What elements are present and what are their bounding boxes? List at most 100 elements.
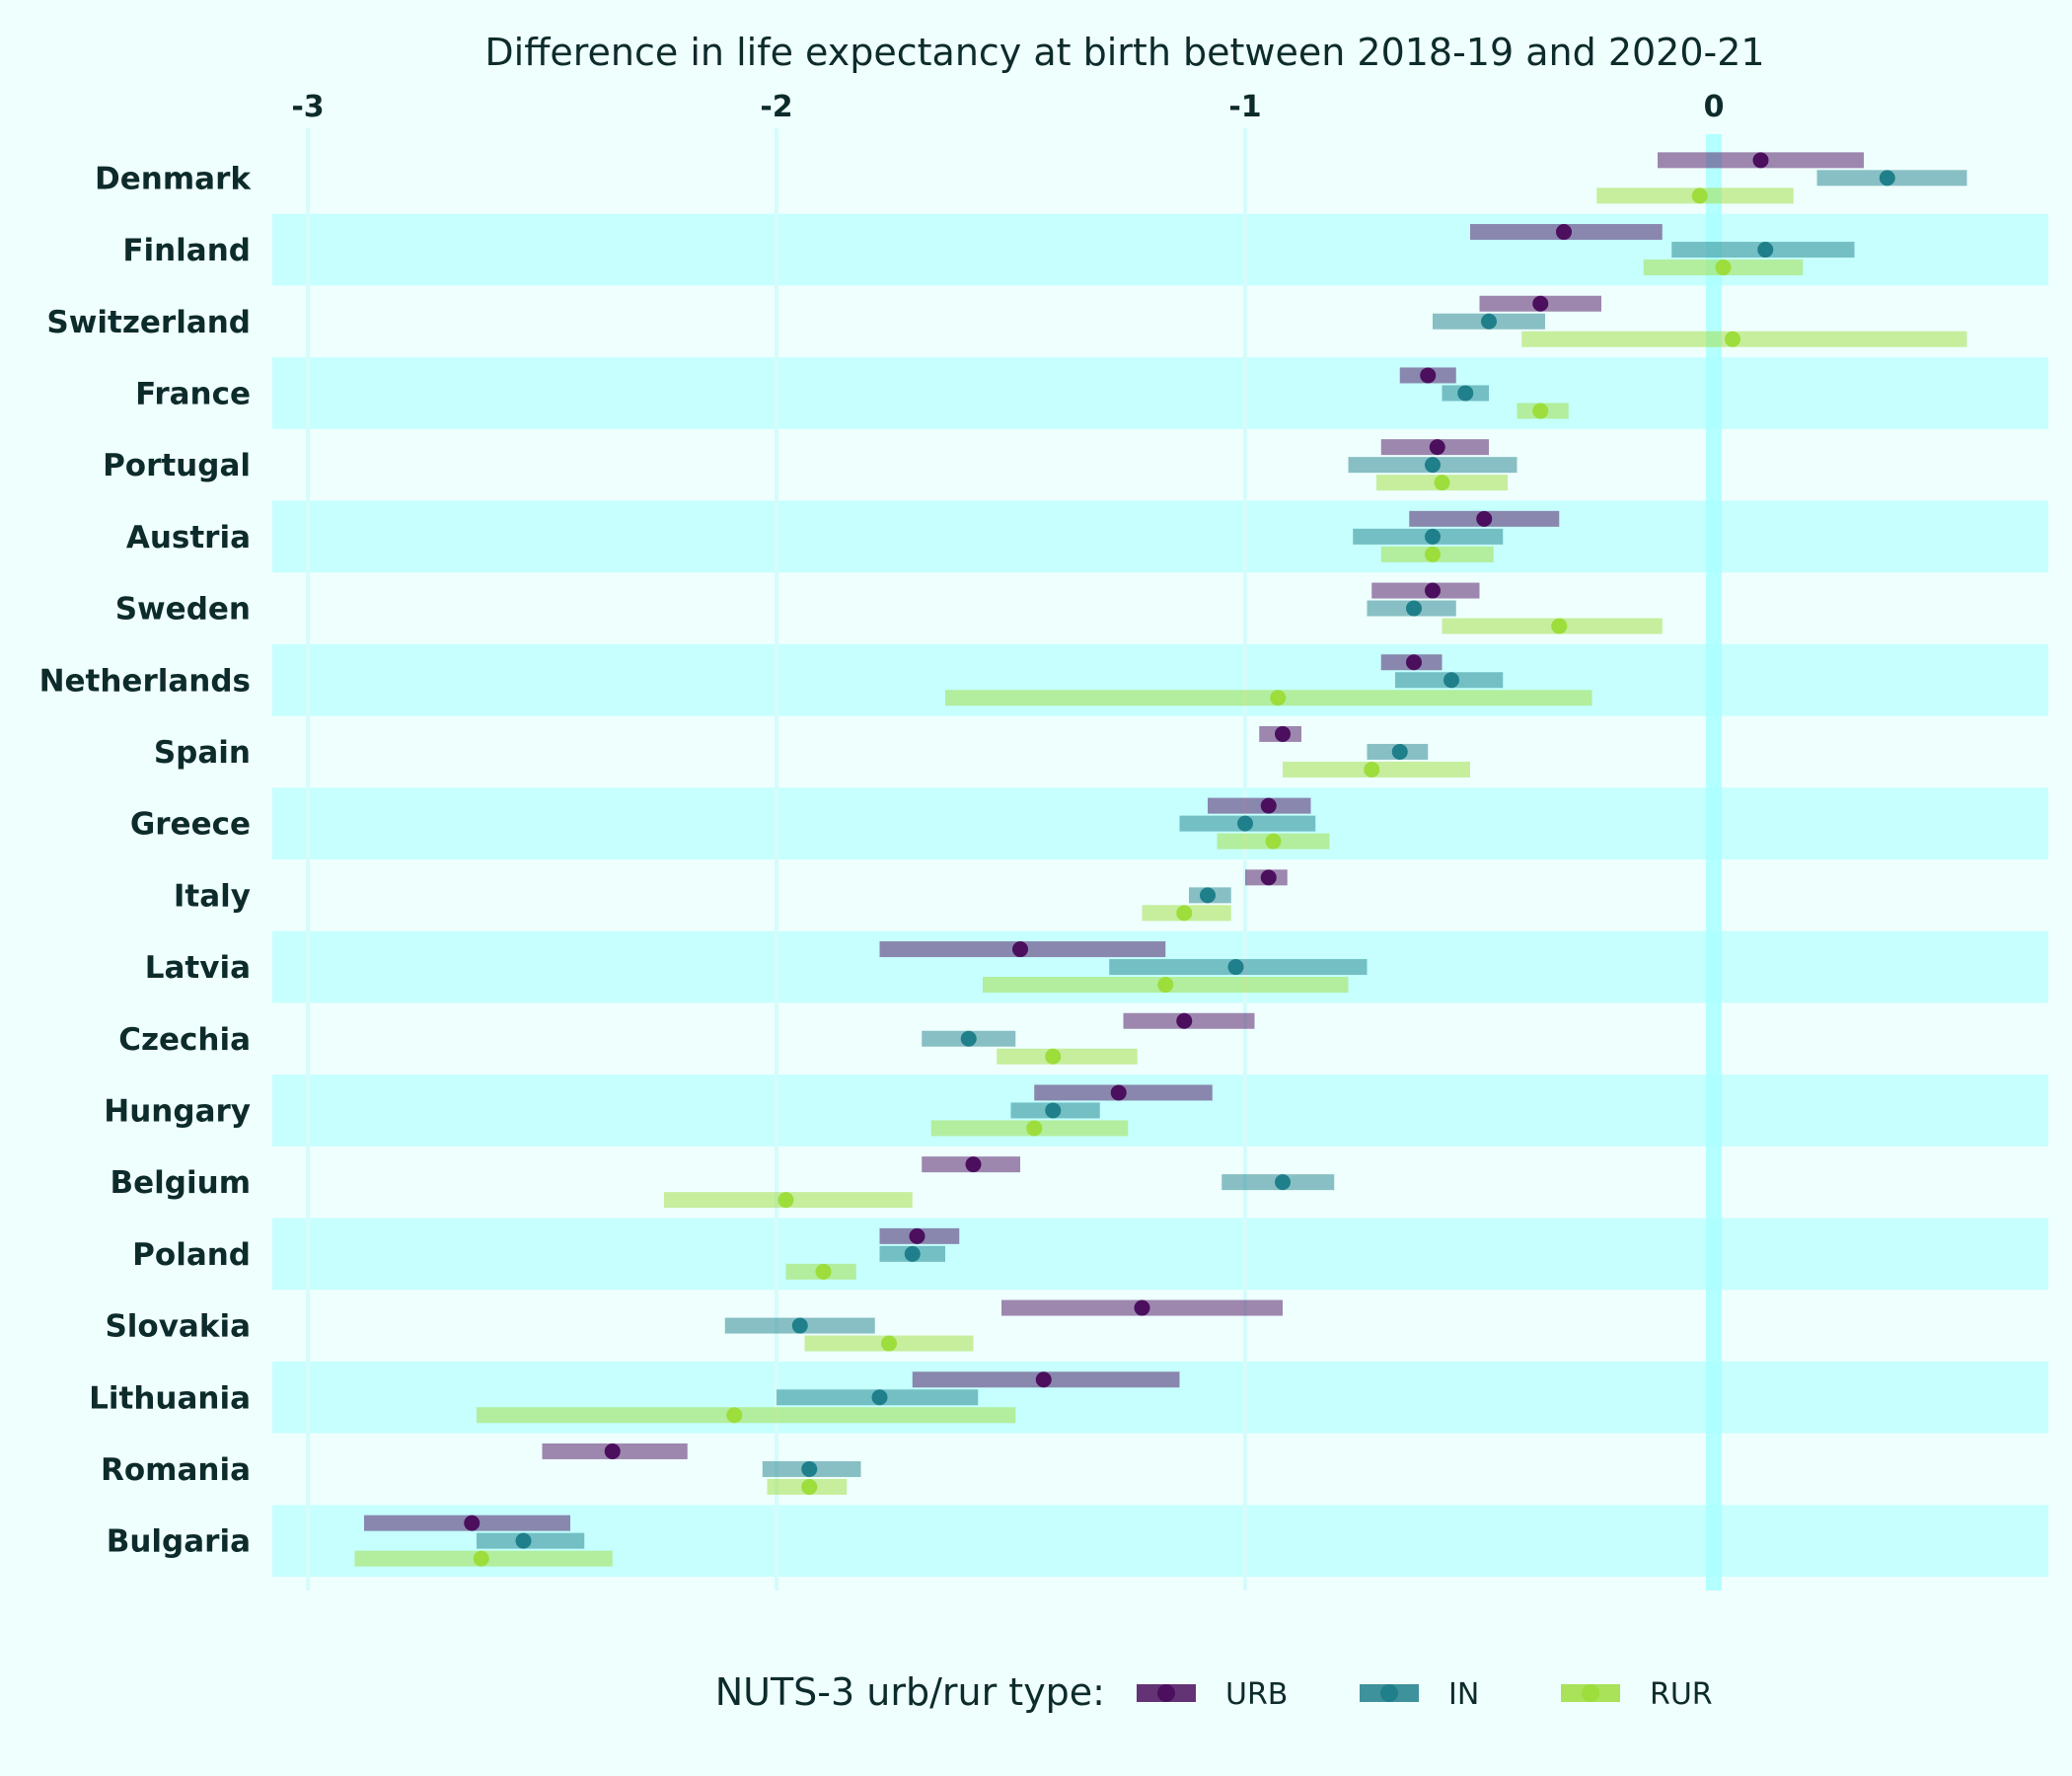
point-urb [1035,1371,1052,1388]
point-rur [1532,403,1549,419]
country-label: Poland [132,1237,251,1273]
point-in [1457,385,1474,402]
point-rur [1425,546,1441,562]
point-urb [1556,224,1572,241]
point-rur [1434,475,1450,491]
country-label: Austria [126,520,251,555]
point-urb [1420,367,1437,384]
point-in [1481,313,1497,330]
point-in [1425,457,1441,474]
point-urb [909,1227,925,1244]
country-label: Latvia [145,950,251,986]
point-rur [815,1263,832,1280]
row-band [272,500,2048,573]
point-urb [1476,510,1493,527]
point-in [960,1030,977,1047]
legend-dot [1157,1684,1175,1702]
legend-title: NUTS-3 urb/rur type: [715,1670,1105,1714]
point-rur [1045,1048,1062,1065]
point-rur [1157,977,1174,994]
legend-dot [1380,1684,1398,1702]
range-bar-rur [1521,331,1967,347]
point-in [1757,242,1774,259]
chart-title: Difference in life expectancy at birth b… [484,31,1764,74]
point-rur [473,1550,489,1567]
point-rur [1691,187,1708,204]
point-in [1045,1102,1062,1119]
country-label: Bulgaria [107,1524,251,1560]
legend-item-urb: URB [1137,1677,1288,1712]
legend-item-rur: RUR [1561,1677,1713,1712]
point-rur [1026,1120,1043,1137]
point-rur [1176,905,1193,922]
point-in [1200,887,1216,904]
point-in [904,1245,921,1262]
row-band [272,1218,2048,1291]
country-label: Slovakia [105,1309,251,1345]
row-bands [272,213,2048,1577]
row-band [272,787,2048,859]
point-urb [1752,152,1769,169]
x-tick-label: -2 [760,90,792,124]
legend-dot [1582,1684,1599,1702]
point-urb [1110,1084,1127,1101]
point-in [801,1460,818,1477]
country-label: Belgium [111,1165,251,1201]
legend: NUTS-3 urb/rur type: URB IN RUR [715,1670,1713,1714]
x-tick-label: -1 [1228,90,1261,124]
country-labels: Denmark Finland Switzerland France Portugal A… [39,161,253,1559]
country-label: Hungary [104,1093,251,1129]
point-urb [1176,1012,1193,1029]
country-label: Denmark [95,161,252,196]
point-in [1391,743,1408,760]
point-rur [1265,833,1282,850]
point-rur [1715,259,1732,276]
point-in [1425,528,1441,545]
country-label: Italy [174,878,251,914]
country-label: Netherlands [39,663,251,699]
country-label: Portugal [103,448,251,483]
point-urb [1260,797,1277,814]
zero-line [1706,134,1722,1591]
point-in [1227,959,1244,976]
point-in [1879,170,1895,186]
legend-label: URB [1225,1677,1288,1712]
country-label: Sweden [115,592,251,628]
country-label: Czechia [118,1022,251,1058]
legend-item-in: IN [1360,1677,1479,1712]
point-rur [726,1407,743,1424]
point-rur [1725,331,1740,347]
country-label: Finland [122,233,251,268]
legend-label: IN [1448,1677,1479,1712]
country-label: Switzerland [46,305,251,340]
point-urb [1406,654,1422,671]
point-urb [604,1443,621,1459]
country-label: Spain [154,735,251,771]
range-bar-rur [997,1048,1138,1065]
point-rur [777,1192,794,1209]
x-tick-label: 0 [1704,90,1725,124]
point-in [515,1532,532,1549]
range-bar-rur [945,690,1592,706]
country-label: Romania [101,1452,251,1488]
point-rur [1270,690,1287,706]
legend-label: RUR [1650,1677,1713,1712]
point-urb [464,1515,481,1531]
point-in [1237,815,1253,832]
point-urb [1275,725,1291,742]
point-urb [1532,295,1549,312]
country-label: Greece [130,807,251,843]
point-rur [881,1335,897,1352]
point-urb [1260,869,1277,886]
point-rur [1364,761,1380,777]
country-label: France [135,376,251,411]
country-label: Lithuania [89,1380,251,1416]
x-tick-labels: -3 -2 -1 0 [291,90,1724,124]
point-urb [965,1156,982,1173]
point-rur [801,1478,818,1495]
x-tick-label: -3 [291,90,324,124]
point-in [1443,672,1459,689]
range-bar-urb [1208,797,1311,814]
